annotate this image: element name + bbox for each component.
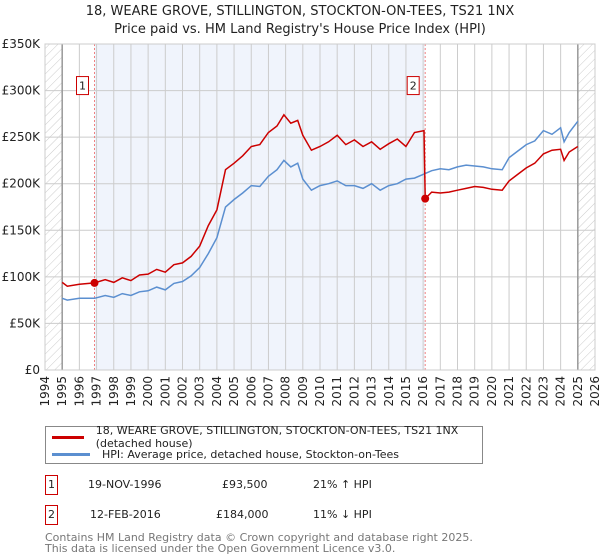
y-tick-label: £0 [25, 363, 40, 377]
x-tick-label: 2002 [176, 376, 190, 407]
y-tick-label: £100K [2, 270, 42, 284]
hatch-right [577, 44, 595, 370]
x-tick-label: 1994 [38, 376, 52, 407]
x-tick-label: 2005 [227, 376, 241, 407]
x-tick-label: 2026 [588, 376, 600, 407]
transaction-num: 2 [45, 505, 58, 525]
legend: 18, WEARE GROVE, STILLINGTON, STOCKTON-O… [45, 424, 483, 464]
x-tick-label: 1998 [107, 376, 121, 407]
ownership-shading [94, 44, 426, 370]
x-tick-label: 2004 [210, 376, 224, 407]
x-tick-label: 2010 [313, 376, 327, 407]
x-tick-label: 2025 [571, 376, 585, 407]
x-tick-label: 2007 [261, 376, 275, 407]
x-tick-label: 2017 [433, 376, 447, 407]
chart-subtitle: Price paid vs. HM Land Registry's House … [114, 22, 486, 37]
legend-item-property: 18, WEARE GROVE, STILLINGTON, STOCKTON-O… [46, 424, 482, 450]
hatch-left [45, 44, 63, 370]
x-tick-label: 2008 [279, 376, 293, 407]
x-tick-label: 2015 [399, 376, 413, 407]
transaction-date: 12-FEB-2016 [90, 508, 161, 521]
sale-marker-box [406, 76, 420, 96]
x-tick-label: 2011 [330, 376, 344, 407]
x-tick-label: 2009 [296, 376, 310, 407]
chart-title: 18, WEARE GROVE, STILLINGTON, STOCKTON-O… [85, 4, 515, 19]
x-tick-label: 2003 [193, 376, 207, 407]
y-tick-label: £150K [2, 223, 42, 237]
x-tick-label: 2000 [141, 376, 155, 407]
y-tick-label: £200K [2, 177, 42, 191]
y-tick-label: £50K [9, 316, 41, 330]
sale-marker-label: 1 [79, 80, 86, 93]
transaction-price: £93,500 [222, 478, 268, 491]
legend-label-property: 18, WEARE GROVE, STILLINGTON, STOCKTON-O… [95, 424, 459, 450]
x-tick-label: 2014 [382, 376, 396, 407]
property-price-line [61, 113, 579, 287]
legend-swatch-blue [52, 452, 90, 456]
x-tick-label: 2016 [416, 376, 430, 407]
legend-item-hpi: HPI: Average price, detached house, Stoc… [46, 446, 399, 462]
x-tick-label: 2006 [244, 376, 258, 407]
x-tick-label: 1995 [55, 376, 69, 407]
y-tick-label: £250K [2, 130, 42, 144]
plot-frame [44, 43, 596, 371]
x-tick-label: 2020 [485, 376, 499, 407]
x-tick-label: 2012 [347, 376, 361, 407]
legend-swatch-red [52, 435, 84, 439]
x-tick-label: 2022 [519, 376, 533, 407]
y-tick-label: £300K [2, 84, 42, 98]
x-tick-label: 2019 [468, 376, 482, 407]
x-tick-label: 1996 [72, 376, 86, 407]
footer-copyright: Contains HM Land Registry data © Crown c… [45, 531, 473, 544]
sale-marker-box [76, 76, 89, 96]
transaction-price: £184,000 [216, 508, 269, 521]
sale-marker-label: 2 [410, 80, 417, 93]
x-tick-label: 1999 [124, 376, 138, 407]
x-tick-label: 2021 [502, 376, 516, 407]
x-tick-label: 2023 [536, 376, 550, 407]
x-tick-label: 2013 [365, 376, 379, 407]
x-tick-label: 2024 [554, 376, 568, 407]
y-tick-label: £350K [2, 37, 42, 51]
footer-licence: This data is licensed under the Open Gov… [45, 542, 396, 555]
sale-point [90, 278, 99, 287]
transaction-hpi: 11% ↓ HPI [313, 508, 372, 521]
sale-point [421, 194, 430, 203]
x-tick-label: 2001 [158, 376, 172, 407]
legend-label-hpi: HPI: Average price, detached house, Stoc… [102, 447, 400, 461]
transaction-date: 19-NOV-1996 [88, 478, 162, 491]
x-tick-label: 1997 [90, 376, 104, 407]
price-chart: 1994 1995 1996 1997 1998 1999 2000 2001 2002 2003… [2, 37, 600, 407]
transaction-hpi: 21% ↑ HPI [313, 478, 372, 491]
transaction-num: 1 [45, 475, 58, 495]
hpi-line [61, 120, 579, 301]
x-tick-label: 2018 [451, 376, 465, 407]
